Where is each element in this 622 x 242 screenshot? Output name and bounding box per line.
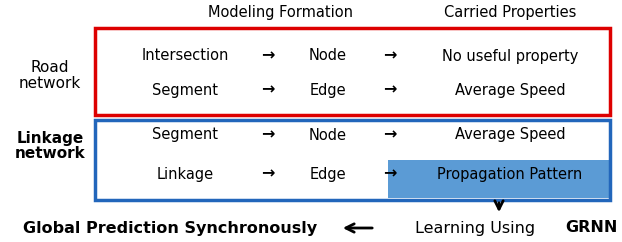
- Text: Edge: Edge: [310, 83, 346, 98]
- Text: Average Speed: Average Speed: [455, 83, 565, 98]
- Text: →: →: [261, 48, 275, 63]
- Text: Carried Properties: Carried Properties: [444, 6, 576, 21]
- Text: Segment: Segment: [152, 83, 218, 98]
- Text: GRNN: GRNN: [565, 220, 618, 235]
- Bar: [95, 120, 610, 200]
- Text: Propagation Pattern: Propagation Pattern: [437, 166, 583, 182]
- Text: Intersection: Intersection: [141, 48, 229, 63]
- Text: →: →: [261, 83, 275, 98]
- Text: Segment: Segment: [152, 128, 218, 143]
- Text: Global Prediction Synchronously: Global Prediction Synchronously: [23, 220, 317, 235]
- Text: →: →: [383, 83, 397, 98]
- Text: →: →: [261, 166, 275, 182]
- Text: No useful property: No useful property: [442, 48, 578, 63]
- Text: Edge: Edge: [310, 166, 346, 182]
- Text: Modeling Formation: Modeling Formation: [208, 6, 353, 21]
- Bar: [95, 28, 610, 115]
- Text: Linkage: Linkage: [16, 130, 83, 145]
- Text: →: →: [383, 48, 397, 63]
- Text: Average Speed: Average Speed: [455, 128, 565, 143]
- Text: network: network: [15, 146, 85, 161]
- Text: →: →: [383, 166, 397, 182]
- Text: network: network: [19, 76, 81, 91]
- Text: →: →: [383, 128, 397, 143]
- Text: Road: Road: [30, 60, 69, 76]
- Text: Node: Node: [309, 128, 347, 143]
- Text: Linkage: Linkage: [157, 166, 213, 182]
- Text: Node: Node: [309, 48, 347, 63]
- Bar: [388, 160, 610, 198]
- Text: Learning Using: Learning Using: [415, 220, 541, 235]
- Text: →: →: [261, 128, 275, 143]
